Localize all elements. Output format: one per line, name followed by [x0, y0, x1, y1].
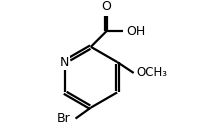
Text: N: N	[60, 55, 69, 69]
Text: OH: OH	[126, 25, 145, 38]
Text: OCH₃: OCH₃	[136, 67, 167, 79]
Text: Br: Br	[57, 112, 71, 125]
Text: O: O	[101, 0, 111, 13]
